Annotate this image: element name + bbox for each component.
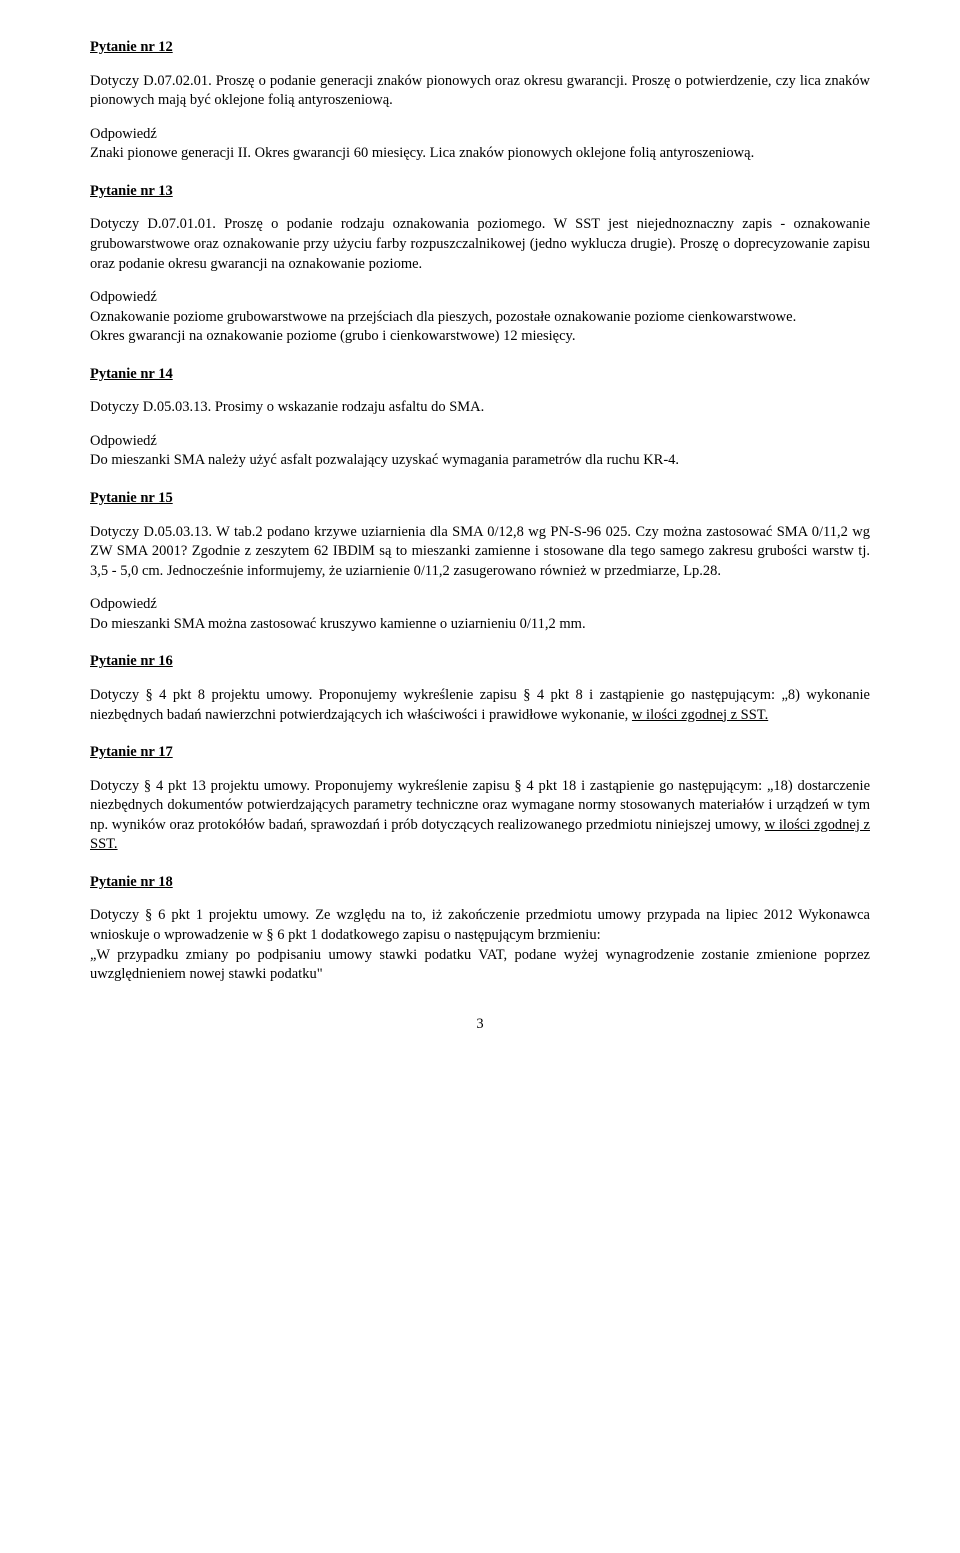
question-12-heading: Pytanie nr 12 <box>90 38 870 58</box>
answer-label: Odpowiedź <box>90 432 870 452</box>
question-14-section: Pytanie nr 14 Dotyczy D.05.03.13. Prosim… <box>90 365 870 471</box>
question-15-answer: Do mieszanki SMA można zastosować kruszy… <box>90 615 870 635</box>
question-16-body-underline: w ilości zgodnej z SST. <box>632 707 768 723</box>
question-18-body-line1: Dotyczy § 6 pkt 1 projektu umowy. Ze wzg… <box>90 906 870 945</box>
answer-label: Odpowiedź <box>90 595 870 615</box>
question-17-body: Dotyczy § 4 pkt 13 projektu umowy. Propo… <box>90 777 870 855</box>
question-12-body: Dotyczy D.07.02.01. Proszę o podanie gen… <box>90 72 870 111</box>
question-18-heading: Pytanie nr 18 <box>90 873 870 893</box>
question-13-body: Dotyczy D.07.01.01. Proszę o podanie rod… <box>90 215 870 274</box>
question-14-answer: Do mieszanki SMA należy użyć asfalt pozw… <box>90 451 870 471</box>
answer-label: Odpowiedź <box>90 125 870 145</box>
question-18-section: Pytanie nr 18 Dotyczy § 6 pkt 1 projektu… <box>90 873 870 985</box>
question-14-heading: Pytanie nr 14 <box>90 365 870 385</box>
question-14-body: Dotyczy D.05.03.13. Prosimy o wskazanie … <box>90 398 870 418</box>
question-16-body: Dotyczy § 4 pkt 8 projektu umowy. Propon… <box>90 686 870 725</box>
question-15-heading: Pytanie nr 15 <box>90 489 870 509</box>
question-15-section: Pytanie nr 15 Dotyczy D.05.03.13. W tab.… <box>90 489 870 634</box>
question-18-body-line2: „W przypadku zmiany po podpisaniu umowy … <box>90 946 870 985</box>
question-16-section: Pytanie nr 16 Dotyczy § 4 pkt 8 projektu… <box>90 652 870 725</box>
question-13-heading: Pytanie nr 13 <box>90 182 870 202</box>
question-13-section: Pytanie nr 13 Dotyczy D.07.01.01. Proszę… <box>90 182 870 347</box>
question-17-heading: Pytanie nr 17 <box>90 743 870 763</box>
question-15-body: Dotyczy D.05.03.13. W tab.2 podano krzyw… <box>90 523 870 582</box>
question-13-answer-line2: Okres gwarancji na oznakowanie poziome (… <box>90 327 870 347</box>
question-13-answer-line1: Oznakowanie poziome grubowarstwowe na pr… <box>90 308 870 328</box>
question-16-heading: Pytanie nr 16 <box>90 652 870 672</box>
answer-label: Odpowiedź <box>90 288 870 308</box>
page-number: 3 <box>90 1015 870 1035</box>
question-17-body-pre: Dotyczy § 4 pkt 13 projektu umowy. Propo… <box>90 778 870 833</box>
question-17-section: Pytanie nr 17 Dotyczy § 4 pkt 13 projekt… <box>90 743 870 855</box>
question-12-section: Pytanie nr 12 Dotyczy D.07.02.01. Proszę… <box>90 38 870 164</box>
question-12-answer: Znaki pionowe generacji II. Okres gwaran… <box>90 144 870 164</box>
